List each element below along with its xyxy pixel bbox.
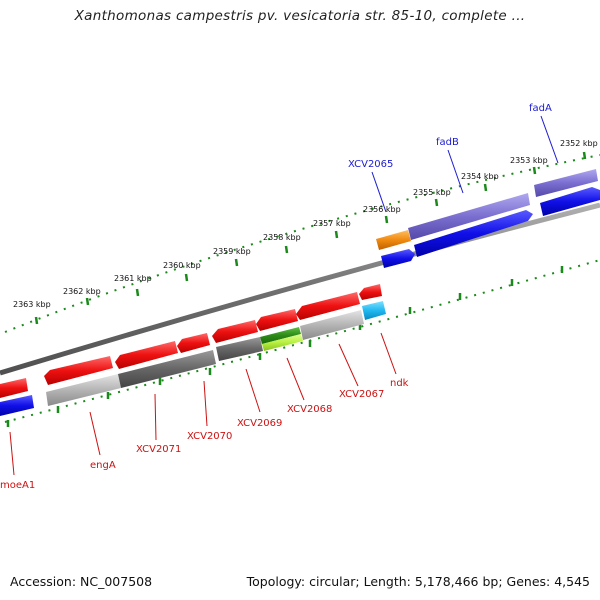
genome-summary-text: Topology: circular; Length: 5,178,466 bp… — [246, 574, 590, 589]
cds-arrow — [414, 210, 533, 257]
cog-block — [408, 193, 530, 240]
accession-text: Accession: NC_007508 — [10, 574, 153, 589]
cog-block — [118, 350, 216, 388]
gene-label-xcv2071: XCV2071 — [136, 444, 181, 455]
gene-label-ndk: ndk — [390, 378, 409, 389]
tick-label: 2357 kbp — [313, 219, 351, 228]
gene-label-xcv2067: XCV2067 — [339, 389, 384, 400]
cds-arrow — [115, 341, 178, 369]
tick-label: 2353 kbp — [510, 156, 548, 165]
cds-arrow — [296, 292, 360, 320]
cds-arrow — [212, 320, 258, 343]
tick-label: 2354 kbp — [461, 172, 499, 181]
tick-label: 2352 kbp — [560, 139, 598, 148]
gene-label-xcv2065: XCV2065 — [348, 159, 393, 170]
gene-label-xcv2069: XCV2069 — [237, 418, 282, 429]
tick-label: 2363 kbp — [13, 300, 51, 309]
reverse-gene-leaders — [9, 332, 397, 476]
tick-label: 2355 kbp — [413, 188, 451, 197]
cds-arrow — [359, 284, 382, 300]
cog-block — [534, 169, 598, 197]
tick-label: 2362 kbp — [63, 287, 101, 296]
cds-arrow — [540, 187, 600, 216]
cds-arrow — [381, 249, 415, 268]
cds-arrow — [256, 309, 298, 331]
tick-label: 2361 kbp — [114, 274, 152, 283]
forward-gene-labels: XCV2065 fadB fadA — [348, 103, 552, 170]
cds-arrow — [177, 333, 210, 353]
inner-tick-ring — [4, 259, 600, 423]
gene-label-enga: engA — [90, 460, 116, 471]
outer-major-ticks — [34, 151, 587, 325]
inner-major-ticks — [6, 266, 564, 427]
cds-arrow — [0, 378, 28, 398]
reverse-strand — [0, 284, 386, 416]
gene-label-fada: fadA — [529, 103, 552, 114]
gene-label-xcv2068: XCV2068 — [287, 404, 332, 415]
cog-block — [260, 327, 301, 344]
cog-block — [362, 301, 386, 320]
tick-labels: 2363 kbp 2362 kbp 2361 kbp 2360 kbp 2359… — [13, 139, 598, 309]
tick-label: 2358 kbp — [263, 233, 301, 242]
cog-block — [46, 374, 121, 406]
cog-block — [262, 334, 303, 351]
genome-backbone — [0, 202, 600, 376]
cog-block — [376, 230, 411, 250]
cog-block — [216, 337, 263, 361]
outer-tick-ring — [4, 154, 600, 333]
tick-label: 2360 kbp — [163, 261, 201, 270]
cog-block — [300, 310, 364, 340]
reverse-gene-labels: moeA1 engA XCV2071 XCV2070 XCV2069 XCV20… — [0, 378, 409, 491]
gene-label-xcv2070: XCV2070 — [187, 431, 232, 442]
tick-label: 2359 kbp — [213, 247, 251, 256]
forward-strand — [376, 169, 600, 268]
tick-label: 2356 kbp — [363, 205, 401, 214]
cog-block — [0, 395, 34, 416]
map-title: Xanthomonas campestris pv. vesicatoria s… — [74, 8, 526, 24]
cds-arrow — [44, 356, 113, 385]
gene-label-moea1: moeA1 — [0, 480, 35, 491]
gene-label-fadb: fadB — [436, 137, 459, 148]
forward-gene-leaders — [371, 115, 559, 213]
